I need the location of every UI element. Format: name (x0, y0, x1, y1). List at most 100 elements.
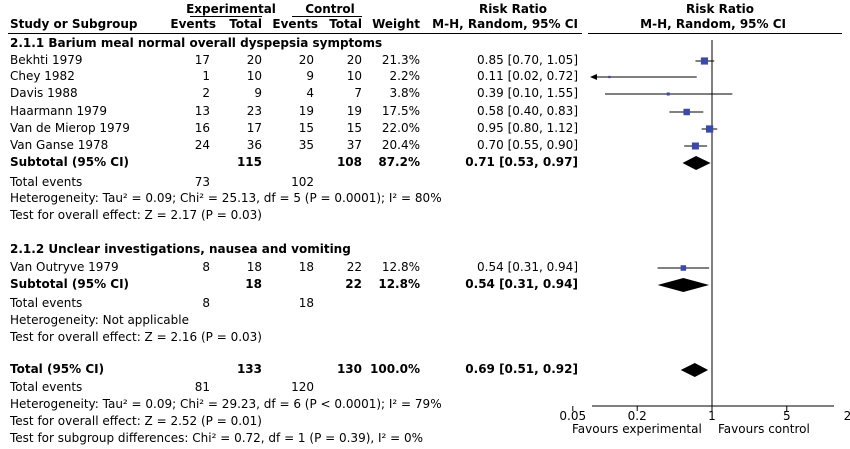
weight: 21.3% (381, 53, 420, 67)
header-risk-ratio: Risk Ratio (478, 2, 548, 16)
ctl-total: 10 (346, 69, 362, 83)
exp-total: 23 (246, 104, 262, 118)
exp-total: 9 (254, 86, 262, 100)
ctl-events: 19 (298, 104, 314, 118)
study-square (680, 265, 687, 271)
x-tick-label: 20 (844, 409, 850, 423)
study-square (608, 75, 611, 79)
ctl-total: 108 (336, 155, 362, 169)
study-square (705, 125, 714, 133)
study-square (700, 57, 709, 65)
x-tick-label: 0.05 (559, 409, 586, 423)
header-weight: Weight (372, 17, 420, 31)
pooled-diamond (657, 278, 710, 292)
weight: 87.2% (378, 155, 420, 169)
x-tick-label: 5 (783, 409, 791, 423)
total-events-label: Total events (10, 380, 83, 394)
header-events-control: Events (272, 17, 318, 31)
total-events-exp: 73 (194, 175, 210, 189)
x-tick-label: 1 (708, 409, 716, 423)
ctl-events: 18 (298, 260, 314, 274)
subtotal-label: Subtotal (95% CI) (10, 155, 130, 169)
header-method-plot: M-H, Random, 95% CI (640, 17, 786, 31)
exp-events: 8 (202, 260, 210, 274)
study-square (666, 92, 670, 96)
study-name: Van Outryve 1979 (10, 260, 119, 274)
subgroup-differences-text: Test for subgroup differences: Chi² = 0.… (10, 431, 424, 445)
total-events-ctl: 102 (291, 175, 314, 189)
ctl-total: 22 (345, 277, 362, 291)
total-events-label: Total events (10, 296, 83, 310)
weight: 3.8% (389, 86, 421, 100)
weight: 12.8% (381, 260, 420, 274)
ctl-events: 9 (306, 69, 314, 83)
risk-ratio-ci: 0.54 [0.31, 0.94] (477, 260, 578, 274)
ctl-events: 20 (298, 53, 314, 67)
heterogeneity-text: Heterogeneity: Tau² = 0.09; Chi² = 29.23… (10, 397, 442, 411)
exp-total: 17 (246, 121, 262, 135)
exp-total: 18 (245, 277, 262, 291)
risk-ratio-ci: 0.39 [0.10, 1.55] (477, 86, 578, 100)
weight: 12.8% (378, 277, 420, 291)
weight: 100.0% (370, 362, 420, 376)
weight: 22.0% (381, 121, 420, 135)
exp-total: 10 (246, 69, 262, 83)
ctl-total: 15 (346, 121, 362, 135)
exp-total: 20 (246, 53, 262, 67)
favours-control-label: Favours control (718, 422, 810, 436)
subgroup-title: 2.1.1 Barium meal normal overall dyspeps… (10, 36, 383, 50)
weight: 2.2% (389, 69, 421, 83)
overall-effect-text: Test for overall effect: Z = 2.16 (P = 0… (10, 330, 262, 344)
exp-events: 2 (202, 86, 210, 100)
weight: 17.5% (381, 104, 420, 118)
study-square (691, 142, 699, 150)
study-name: Bekhti 1979 (10, 53, 83, 67)
header-study: Study or Subgroup (10, 17, 138, 31)
x-tick-label: 0.2 (628, 409, 647, 423)
total-events-exp: 8 (202, 296, 210, 310)
ctl-total: 37 (346, 138, 362, 152)
risk-ratio-ci: 0.54 [0.31, 0.94] (465, 277, 578, 291)
exp-events: 17 (194, 53, 210, 67)
ctl-events: 35 (298, 138, 314, 152)
header-experimental: Experimental (186, 2, 276, 16)
subgroup-title: 2.1.2 Unclear investigations, nausea and… (10, 242, 351, 256)
study-name: Van de Mierop 1979 (10, 121, 130, 135)
total-events-exp: 81 (194, 380, 210, 394)
risk-ratio-ci: 0.11 [0.02, 0.72] (477, 69, 578, 83)
risk-ratio-ci: 0.85 [0.70, 1.05] (477, 53, 578, 67)
pooled-diamond (682, 156, 711, 170)
plot-header-rule (588, 33, 842, 34)
header-method: M-H, Random, 95% CI (432, 17, 578, 31)
risk-ratio-ci: 0.71 [0.53, 0.97] (465, 155, 578, 169)
ctl-total: 20 (346, 53, 362, 67)
exp-events: 16 (194, 121, 210, 135)
ctl-total: 19 (346, 104, 362, 118)
header-total-control: Total (329, 17, 362, 31)
weight: 20.4% (381, 138, 420, 152)
heterogeneity-text: Heterogeneity: Tau² = 0.09; Chi² = 25.13… (10, 191, 442, 205)
header-bottom-rule (8, 33, 582, 34)
exp-events: 1 (202, 69, 210, 83)
header-events: Events (170, 17, 216, 31)
study-name: Chey 1982 (10, 69, 75, 83)
ci-arrow (590, 74, 597, 80)
favours-experimental-label: Favours experimental (572, 422, 702, 436)
total-label: Total (95% CI) (10, 362, 105, 376)
header-risk-ratio-plot: Risk Ratio (685, 2, 755, 16)
exp-events: 13 (194, 104, 210, 118)
experimental-rule (190, 16, 262, 17)
ctl-events: 4 (306, 86, 314, 100)
ctl-events: 15 (298, 121, 314, 135)
subtotal-label: Subtotal (95% CI) (10, 277, 130, 291)
exp-events: 24 (194, 138, 210, 152)
exp-total: 133 (236, 362, 262, 376)
exp-total: 18 (246, 260, 262, 274)
study-square (683, 108, 690, 116)
exp-total: 115 (236, 155, 262, 169)
overall-effect-text: Test for overall effect: Z = 2.17 (P = 0… (10, 208, 262, 222)
ctl-total: 130 (336, 362, 362, 376)
study-name: Haarmann 1979 (10, 104, 108, 118)
total-events-ctl: 120 (291, 380, 314, 394)
